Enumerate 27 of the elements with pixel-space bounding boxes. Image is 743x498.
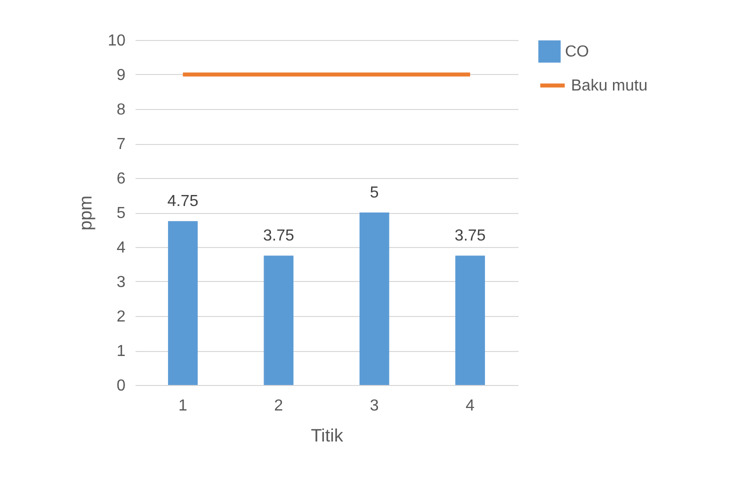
y-tick-label: 4 xyxy=(116,240,126,256)
y-tick-label: 5 xyxy=(116,205,126,222)
legend-label: Baku mutu xyxy=(571,78,648,94)
x-tick-label: 2 xyxy=(274,398,284,414)
bar xyxy=(360,212,390,385)
x-tick-label: 4 xyxy=(466,398,475,414)
data-label: 3.75 xyxy=(263,228,294,245)
y-tick-label: 6 xyxy=(116,170,126,188)
bar xyxy=(455,256,485,385)
y-tick-label: 7 xyxy=(116,136,126,153)
y-tick-label: 0 xyxy=(116,378,126,394)
data-label: 5 xyxy=(370,184,379,202)
y-tick-label: 8 xyxy=(116,102,126,118)
legend-label: CO xyxy=(565,44,589,60)
y-tick-label: 1 xyxy=(116,343,126,360)
data-label: 4.75 xyxy=(167,193,199,210)
x-tick-label: 1 xyxy=(178,398,188,414)
data-label: 3.75 xyxy=(454,228,486,245)
y-tick-label: 9 xyxy=(116,67,126,84)
bar xyxy=(168,221,198,385)
y-tick-label: 3 xyxy=(116,274,126,291)
bar xyxy=(264,256,294,385)
x-tick-label: 3 xyxy=(370,398,379,414)
y-tick-label: 2 xyxy=(116,308,126,326)
x-axis-title: Titik xyxy=(310,426,344,446)
y-axis-title: ppm xyxy=(76,195,96,231)
y-tick-label: 10 xyxy=(108,32,126,50)
